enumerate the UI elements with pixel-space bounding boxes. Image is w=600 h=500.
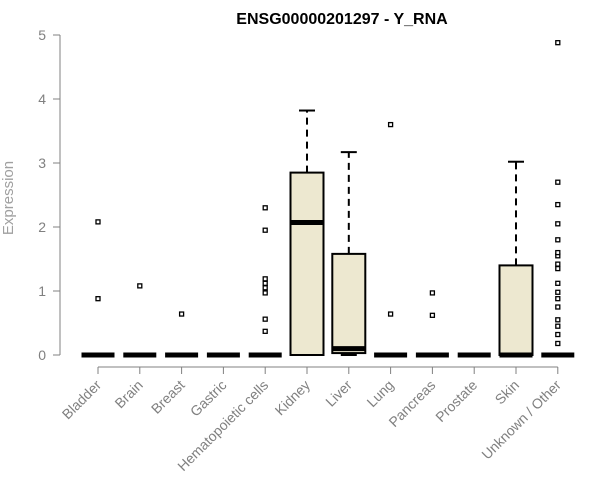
box-group (81, 219, 115, 358)
outlier-point (555, 40, 561, 46)
box (289, 171, 325, 356)
y-tick-label: 3 (38, 155, 46, 171)
outlier-point (555, 289, 561, 295)
x-tick-label: Unknown / Other (478, 377, 564, 463)
outlier-point (262, 316, 268, 322)
box-group (123, 283, 157, 358)
x-tick-label: Skin (492, 377, 523, 408)
outlier-point (555, 201, 561, 208)
outlier-point (555, 323, 561, 329)
x-tick-label: Prostate (432, 377, 480, 425)
outlier-point (555, 221, 561, 227)
box-group (541, 40, 575, 358)
outlier-point (387, 311, 394, 317)
outlier-point (555, 340, 561, 347)
box (498, 264, 534, 356)
outlier-point (262, 280, 268, 286)
box-group (248, 205, 282, 358)
y-tick-label: 0 (38, 347, 46, 363)
outlier-point (262, 285, 268, 291)
outlier-point (555, 261, 561, 267)
outlier-point (555, 331, 561, 338)
box-group (415, 290, 449, 358)
outlier-point (555, 249, 561, 256)
outlier-point (429, 312, 436, 318)
y-axis-label: Expression (0, 161, 17, 235)
chart-title: ENSG00000201297 - Y_RNA (236, 11, 448, 28)
outlier-point (555, 280, 561, 286)
box-group (374, 121, 408, 358)
x-tick-label: Lung (363, 377, 396, 410)
x-tick-label: Liver (322, 377, 355, 410)
outlier-point (555, 237, 561, 243)
outlier-point (387, 121, 394, 128)
outlier-point (429, 290, 436, 296)
x-tick-label: Kidney (272, 377, 314, 419)
outlier-point (95, 296, 101, 302)
outlier-point (262, 227, 268, 233)
box-group (331, 151, 367, 356)
box-group (289, 109, 325, 356)
outlier-point (555, 317, 561, 323)
outlier-point (555, 304, 561, 310)
outlier-point (262, 276, 268, 282)
outlier-point (262, 290, 268, 296)
outlier-point (178, 311, 185, 317)
y-tick-label: 2 (38, 219, 46, 235)
outlier-point (555, 179, 561, 185)
outlier-point (262, 205, 268, 211)
outlier-point (95, 219, 101, 225)
x-tick-label: Breast (148, 377, 188, 417)
y-tick-label: 1 (38, 283, 46, 299)
y-tick-label: 4 (38, 91, 46, 107)
box-group (165, 311, 199, 358)
outlier-point (555, 265, 561, 272)
box-group (498, 160, 534, 358)
x-tick-label: Bladder (59, 377, 105, 423)
box (331, 252, 367, 355)
outlier-point (262, 328, 268, 334)
outlier-point (137, 283, 143, 289)
x-tick-label: Brain (111, 377, 145, 411)
y-tick-label: 5 (38, 27, 46, 43)
outlier-point (555, 296, 561, 302)
